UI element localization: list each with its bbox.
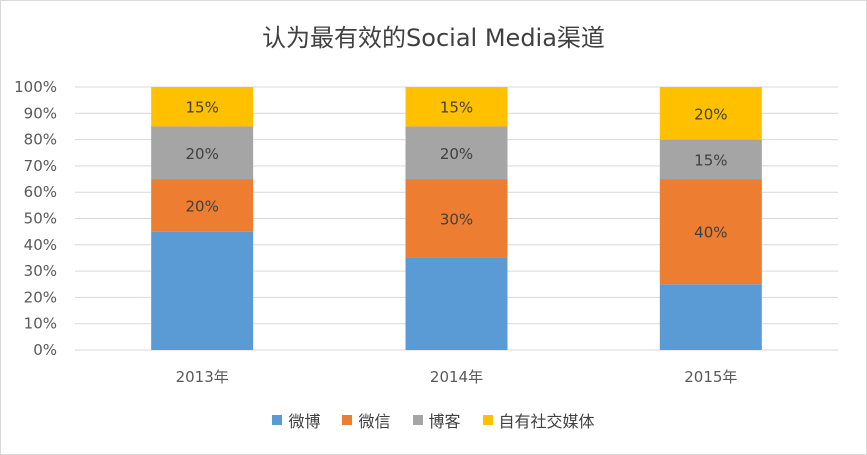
legend-item-weibo: 微博 [272, 408, 320, 432]
bar-segment [151, 179, 254, 232]
bar-segment [405, 126, 508, 180]
bar-segment [659, 139, 762, 180]
y-tick-label: 50% [24, 210, 57, 228]
y-tick-label: 100% [14, 78, 57, 96]
data-label: 40% [694, 224, 727, 242]
bar-segment [659, 284, 762, 350]
bar-segment [151, 126, 254, 180]
y-tick-label: 70% [24, 157, 57, 175]
bar-segment [405, 257, 508, 350]
data-label: 20% [694, 105, 727, 123]
data-label: 20% [440, 145, 473, 163]
y-tick-label: 20% [24, 288, 57, 306]
legend-swatch-blog [412, 415, 423, 425]
data-label: 20% [185, 197, 218, 215]
legend-swatch-weixin [342, 415, 353, 425]
y-tick-label: 90% [24, 104, 57, 122]
legend-label-weibo: 微博 [288, 412, 321, 431]
legend-label-weixin: 微信 [358, 412, 391, 431]
bar-segment [659, 179, 762, 285]
data-label: 15% [185, 99, 218, 117]
bar-segment [151, 87, 254, 127]
y-tick-label: 10% [24, 315, 57, 333]
y-tick-label: 40% [24, 236, 57, 254]
legend-swatch-weibo [272, 415, 283, 425]
bar-segment [405, 87, 508, 127]
x-tick-label: 2015年 [684, 368, 737, 386]
y-tick-label: 60% [24, 183, 57, 201]
y-tick-label: 80% [24, 131, 57, 149]
data-label: 15% [440, 99, 473, 117]
chart-title: 认为最有效的Social Media渠道 [262, 24, 605, 52]
legend-swatch-own-social [482, 415, 493, 425]
legend-label-own-social: 自有社交媒体 [498, 412, 595, 431]
bar-segment [659, 87, 762, 140]
legend-item-own-social: 自有社交媒体 [482, 408, 595, 432]
legend: 微博 微信 博客 自有社交媒体 [0, 408, 867, 432]
data-label: 15% [694, 151, 727, 169]
y-tick-label: 30% [24, 262, 57, 280]
legend-item-blog: 博客 [412, 408, 461, 432]
legend-item-weixin: 微信 [342, 408, 391, 432]
x-tick-label: 2014年 [430, 368, 483, 386]
x-tick-label: 2013年 [176, 368, 229, 386]
y-tick-label: 0% [33, 341, 57, 359]
data-label: 20% [185, 145, 218, 163]
data-label: 30% [440, 211, 473, 229]
legend-label-blog: 博客 [428, 412, 461, 431]
bar-segment [151, 231, 254, 350]
bar-segment [405, 179, 508, 258]
